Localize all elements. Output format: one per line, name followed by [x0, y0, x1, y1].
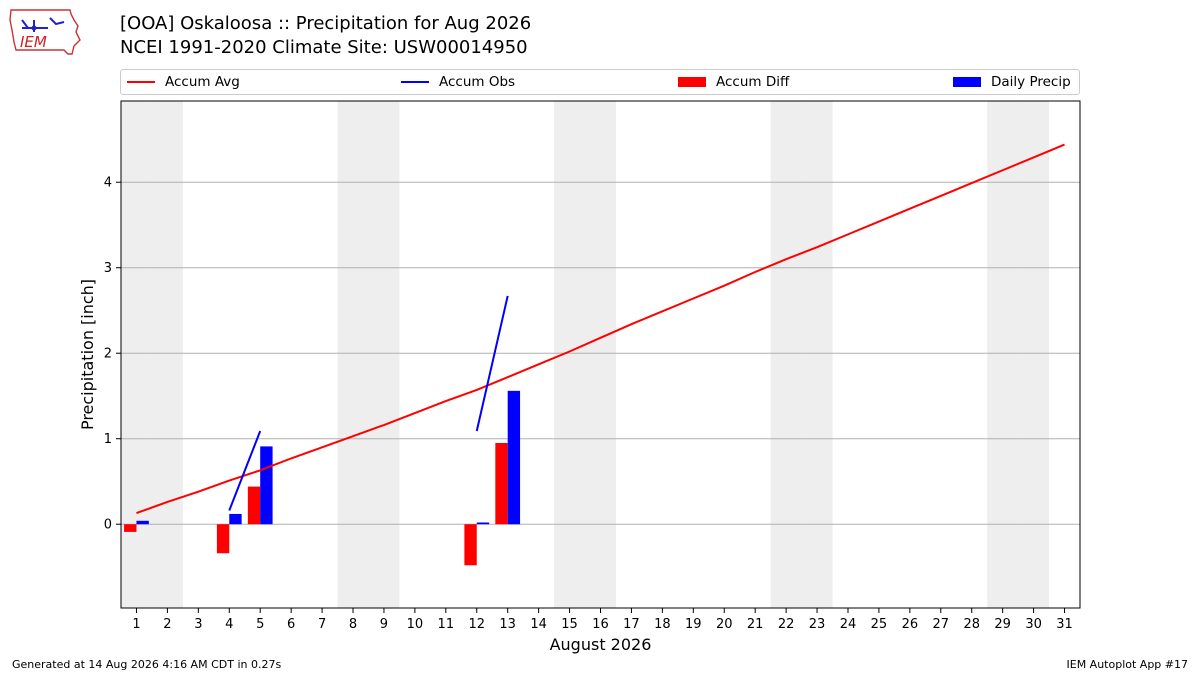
x-tick-label-20: 20 — [716, 617, 733, 632]
x-tick-label-23: 23 — [809, 617, 826, 632]
chart-legend: Accum Avg Accum Obs Accum Diff Daily Pre… — [120, 69, 1080, 95]
x-tick-label-3: 3 — [194, 617, 202, 632]
footer-generated: Generated at 14 Aug 2026 4:16 AM CDT in … — [12, 658, 282, 671]
legend-label-accum-obs: Accum Obs — [439, 74, 516, 90]
accum-diff-bar-day-5 — [247, 486, 261, 525]
daily-precip-bar-day-12 — [476, 522, 490, 525]
accum-diff-bar-day-13 — [495, 442, 508, 525]
daily-precip-bar-day-13 — [507, 390, 521, 525]
legend-item-accum-diff: Accum Diff — [678, 70, 789, 94]
legend-label-accum-avg: Accum Avg — [165, 74, 240, 90]
daily-precip-bar-day-4 — [229, 513, 242, 525]
accum-diff-bar-day-1 — [124, 524, 137, 532]
weekend-shading-group — [121, 101, 1050, 608]
x-tick-label-13: 13 — [499, 617, 516, 632]
accum-obs-segment-2 — [475, 295, 509, 432]
iem-logo: IEM — [9, 9, 81, 55]
legend-label-accum-diff: Accum Diff — [716, 74, 790, 90]
x-tick-label-18: 18 — [654, 617, 671, 632]
x-tick-label-12: 12 — [468, 617, 485, 632]
x-tick-label-9: 9 — [380, 617, 388, 632]
x-tick-label-4: 4 — [225, 617, 233, 632]
x-tick-label-29: 29 — [994, 617, 1011, 632]
x-tick-label-11: 11 — [438, 617, 455, 632]
x-tick-label-14: 14 — [530, 617, 547, 632]
logo-text: IEM — [20, 33, 47, 51]
weekend-band-day-16 — [585, 101, 616, 608]
x-tick-label-28: 28 — [963, 617, 980, 632]
x-axis-label: August 2026 — [550, 635, 652, 654]
bars-group — [124, 390, 521, 566]
legend-swatch-accum-diff — [678, 77, 706, 87]
legend-item-accum-avg: Accum Avg — [127, 70, 240, 94]
accum-diff-bar-day-4 — [216, 524, 230, 554]
chart-title: [OOA] Oskaloosa :: Precipitation for Aug… — [120, 13, 532, 34]
y-tick-label-3: 3 — [104, 261, 112, 276]
legend-item-accum-obs: Accum Obs — [401, 70, 515, 94]
x-tick-label-17: 17 — [623, 617, 640, 632]
x-tick-label-5: 5 — [256, 617, 264, 632]
accum-obs-segment-1 — [228, 430, 262, 511]
footer-app: IEM Autoplot App #17 — [1066, 658, 1189, 671]
weekend-band-day-23 — [801, 101, 833, 608]
weekend-band-day-9 — [368, 101, 400, 608]
x-tick-label-24: 24 — [840, 617, 857, 632]
x-tick-label-21: 21 — [747, 617, 764, 632]
x-tick-label-8: 8 — [349, 617, 357, 632]
x-tick-label-30: 30 — [1025, 617, 1042, 632]
weekend-band-day-30 — [1018, 101, 1050, 608]
y-axis-label: Precipitation [inch] — [78, 279, 97, 430]
weekend-band-day-22 — [770, 101, 802, 608]
x-tick-label-10: 10 — [407, 617, 424, 632]
legend-item-daily-precip: Daily Precip — [953, 70, 1071, 94]
x-tick-label-25: 25 — [871, 617, 888, 632]
x-tick-label-15: 15 — [561, 617, 578, 632]
x-tick-label-27: 27 — [933, 617, 950, 632]
y-tick-label-1: 1 — [104, 432, 112, 447]
legend-swatch-daily-precip — [953, 77, 981, 87]
x-tick-label-16: 16 — [592, 617, 609, 632]
x-tick-label-22: 22 — [778, 617, 795, 632]
legend-swatch-accum-obs — [401, 81, 429, 83]
accum-diff-bar-day-12 — [464, 524, 477, 566]
weekend-band-day-8 — [337, 101, 369, 608]
chart-subtitle: NCEI 1991-2020 Climate Site: USW00014950 — [120, 37, 528, 58]
weekend-band-day-29 — [987, 101, 1019, 608]
x-tick-label-26: 26 — [902, 617, 919, 632]
y-tick-label-4: 4 — [104, 176, 112, 191]
x-tick-label-6: 6 — [287, 617, 295, 632]
weekend-band-day-1 — [121, 101, 152, 608]
x-tick-label-7: 7 — [318, 617, 326, 632]
gridlines-group — [121, 181, 1080, 525]
accum-avg-line — [136, 143, 1065, 515]
station-dot — [31, 25, 37, 31]
y-tick-label-2: 2 — [104, 347, 112, 362]
weekend-band-day-15 — [554, 101, 586, 608]
daily-precip-bar-day-5 — [260, 446, 273, 525]
weekend-band-day-2 — [151, 101, 183, 608]
y-tick-label-0: 0 — [104, 518, 112, 533]
x-tick-label-2: 2 — [163, 617, 171, 632]
legend-label-daily-precip: Daily Precip — [991, 74, 1071, 90]
lines-group — [136, 143, 1065, 515]
iowa-outline — [9, 9, 81, 55]
legend-swatch-accum-avg — [127, 81, 155, 83]
x-tick-label-31: 31 — [1056, 617, 1073, 632]
x-tick-label-1: 1 — [132, 617, 140, 632]
daily-precip-bar-day-1 — [136, 520, 149, 525]
x-tick-label-19: 19 — [685, 617, 702, 632]
